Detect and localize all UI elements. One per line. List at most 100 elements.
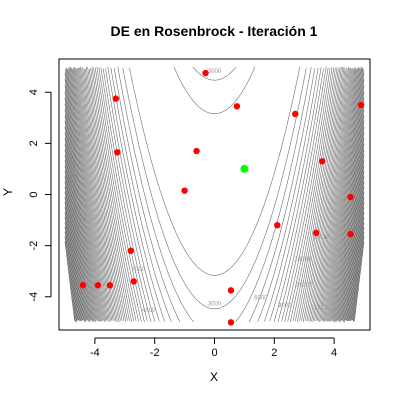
contour-line bbox=[96, 66, 145, 323]
contour-line bbox=[336, 109, 365, 322]
chart-title: DE en Rosenbrock - Iteración 1 bbox=[111, 23, 318, 39]
contour-line bbox=[344, 165, 365, 323]
contour-line bbox=[321, 68, 358, 321]
contour-line bbox=[64, 226, 77, 323]
population-point bbox=[227, 319, 235, 326]
x-tick-label: 4 bbox=[331, 347, 337, 359]
contour-line bbox=[342, 149, 365, 321]
contour-line bbox=[304, 68, 346, 321]
population-point bbox=[127, 247, 134, 254]
contour-line bbox=[330, 69, 364, 322]
contour-line bbox=[309, 66, 349, 323]
contour-line bbox=[345, 170, 365, 321]
contour-label: 10000 bbox=[294, 257, 311, 263]
contour-line bbox=[316, 68, 354, 321]
contour-line bbox=[326, 68, 361, 322]
contour-line bbox=[281, 67, 331, 322]
contour-line bbox=[64, 181, 83, 321]
contour-line bbox=[332, 85, 365, 323]
contour-line bbox=[64, 121, 91, 322]
contour-line bbox=[349, 201, 365, 321]
population-point bbox=[347, 230, 354, 238]
population-point bbox=[233, 103, 241, 110]
population-point bbox=[318, 158, 326, 165]
x-axis-label: X bbox=[210, 370, 218, 384]
points-layer bbox=[79, 69, 365, 326]
contour-line bbox=[320, 68, 357, 322]
contour-line bbox=[334, 97, 365, 321]
contour-line bbox=[64, 79, 97, 321]
x-tick-label: -4 bbox=[90, 347, 100, 359]
population-point bbox=[181, 187, 188, 194]
contour-line bbox=[296, 66, 341, 323]
contour-line bbox=[64, 170, 84, 321]
y-axis: -4 -2 0 2 4 bbox=[28, 89, 52, 302]
contour-line bbox=[192, 66, 237, 81]
contour-line bbox=[122, 67, 307, 310]
contour-line bbox=[342, 154, 365, 322]
contour-line bbox=[269, 68, 324, 322]
x-axis: -4 -2 0 2 4 bbox=[90, 337, 337, 359]
contour-line bbox=[64, 160, 86, 322]
optimum-point bbox=[240, 164, 249, 173]
contour-line bbox=[64, 165, 85, 323]
population-point bbox=[114, 149, 121, 156]
contour-label: 9000 bbox=[278, 303, 292, 309]
contour-line bbox=[65, 69, 99, 322]
contour-line bbox=[105, 68, 160, 322]
contour-line bbox=[347, 186, 365, 321]
contour-line bbox=[64, 176, 84, 321]
contour-line bbox=[332, 79, 365, 321]
x-tick-label: -2 bbox=[150, 347, 160, 359]
contour-line bbox=[64, 236, 76, 322]
contour-line bbox=[346, 181, 365, 321]
contour-line bbox=[264, 67, 322, 322]
contour-line bbox=[81, 68, 121, 321]
contour-line bbox=[64, 103, 94, 323]
contour-line bbox=[248, 68, 316, 323]
contour-line bbox=[74, 67, 111, 321]
population-point bbox=[312, 229, 320, 237]
population-point bbox=[94, 282, 102, 289]
population-point bbox=[79, 282, 87, 289]
contour-line bbox=[301, 67, 344, 321]
contour-line bbox=[333, 91, 365, 322]
y-tick-label: 0 bbox=[28, 191, 40, 197]
contour-line bbox=[71, 67, 108, 321]
y-tick-label: 2 bbox=[28, 140, 40, 146]
population-point bbox=[202, 69, 209, 77]
contour-label: 3000 bbox=[208, 302, 222, 308]
y-tick-label: -4 bbox=[28, 292, 40, 302]
contour-line bbox=[64, 91, 96, 322]
contour-line bbox=[85, 66, 128, 321]
contour-label: 20000 bbox=[296, 283, 313, 289]
contour-line bbox=[87, 66, 130, 321]
contour-line bbox=[90, 68, 135, 322]
contour-line bbox=[64, 231, 77, 322]
contour-line bbox=[64, 126, 91, 323]
contour-line bbox=[327, 66, 362, 322]
contour-line bbox=[290, 67, 336, 322]
plot-frame bbox=[58, 58, 371, 331]
contour-line bbox=[173, 66, 256, 114]
contour-line bbox=[72, 68, 109, 322]
contour-line bbox=[64, 211, 79, 321]
contour-line bbox=[64, 132, 90, 321]
contour-line bbox=[110, 67, 172, 322]
population-point bbox=[347, 193, 354, 201]
contour-line bbox=[294, 68, 339, 322]
population-point bbox=[274, 221, 281, 229]
contour-layer bbox=[64, 66, 365, 323]
contour-line bbox=[352, 231, 365, 323]
contour-line bbox=[64, 149, 87, 321]
population-point bbox=[193, 147, 200, 155]
contour-line bbox=[351, 221, 365, 321]
population-point bbox=[130, 278, 137, 285]
contour-line bbox=[93, 67, 139, 322]
contour-line bbox=[100, 67, 152, 322]
contour-line bbox=[273, 66, 327, 323]
contour-line bbox=[117, 66, 194, 323]
contour-line bbox=[287, 67, 335, 322]
contour-line bbox=[66, 67, 101, 322]
